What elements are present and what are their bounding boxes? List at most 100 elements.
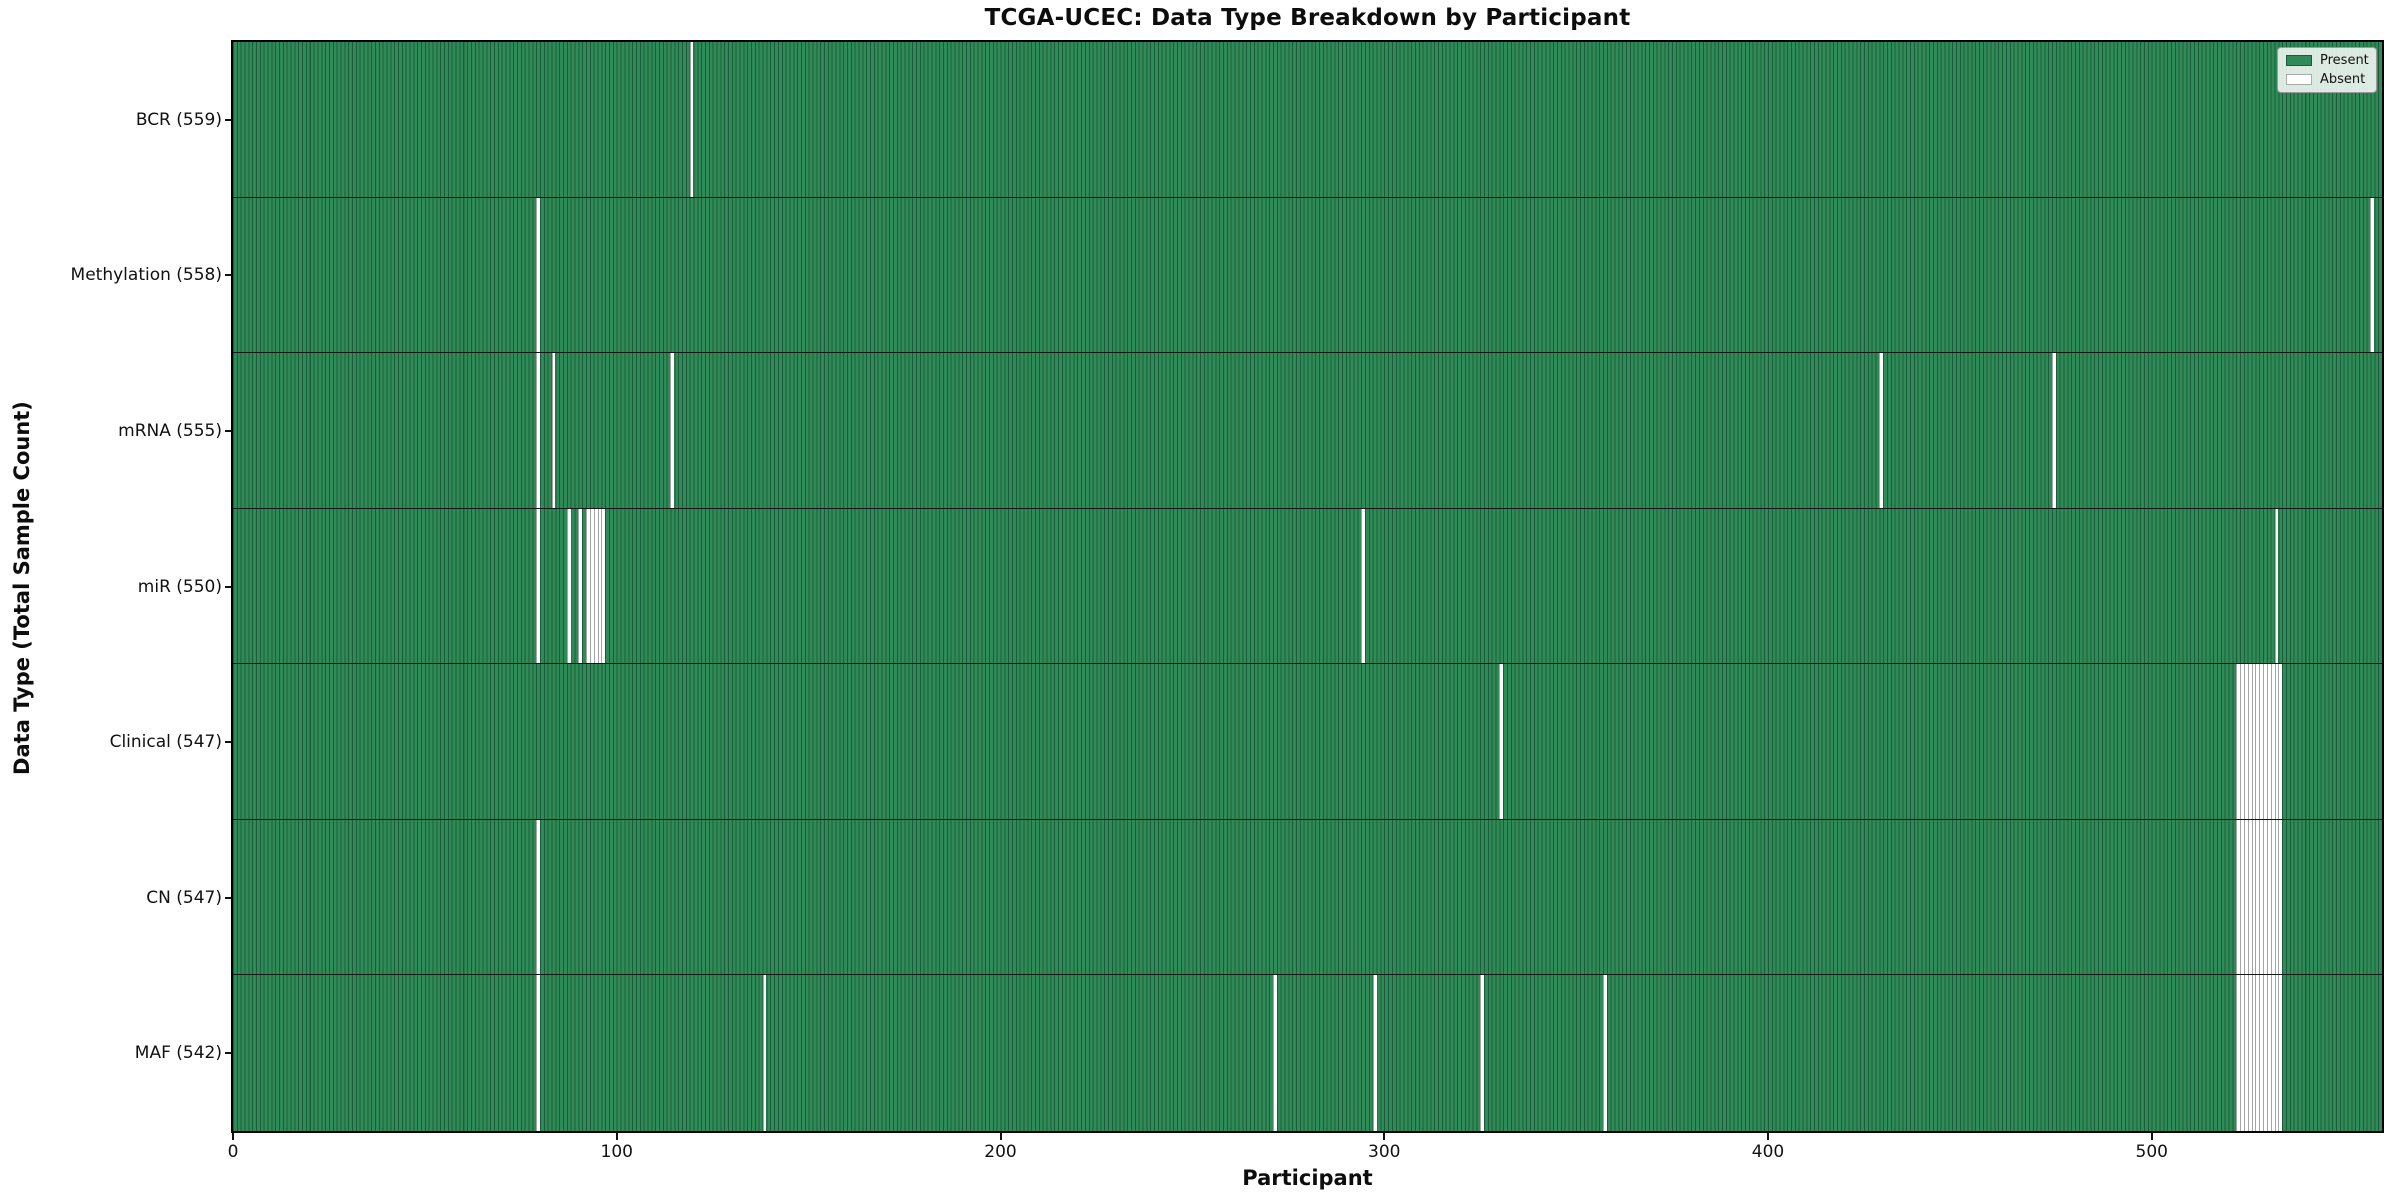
absent-mark	[2278, 819, 2283, 975]
absent-mark	[2251, 819, 2256, 975]
absent-mark	[2278, 664, 2283, 819]
absent-mark	[2236, 819, 2240, 975]
absent-mark	[2270, 819, 2275, 975]
absent-mark	[566, 508, 571, 664]
y-tick-mark	[225, 585, 232, 588]
absent-mark	[2251, 664, 2256, 819]
absent-mark	[762, 975, 767, 1131]
absent-mark	[2255, 664, 2260, 819]
x-tick-label: 200	[984, 1142, 1017, 1162]
y-tick-label: miR (550)	[137, 576, 222, 597]
absent-mark	[2051, 353, 2056, 508]
legend-label-present: Present	[2320, 53, 2369, 68]
absent-mark	[536, 353, 540, 508]
x-tick-label: 100	[600, 1142, 633, 1162]
row-clinical	[233, 664, 2382, 820]
x-axis-label: Participant	[1242, 1166, 1373, 1190]
absent-mark	[589, 508, 594, 664]
absent-mark	[1480, 975, 1485, 1131]
absent-mark	[2255, 975, 2260, 1131]
absent-mark	[2263, 819, 2267, 975]
y-tick-label: Methylation (558)	[70, 265, 222, 286]
row-methylation	[233, 197, 2382, 354]
absent-mark	[536, 975, 540, 1131]
x-tick-mark	[2150, 1132, 2153, 1140]
row-maf	[233, 975, 2382, 1131]
row-bcr	[233, 42, 2382, 198]
absent-mark	[2370, 197, 2375, 353]
absent-mark	[2243, 819, 2248, 975]
legend-label-absent: Absent	[2320, 72, 2366, 87]
absent-mark	[1372, 975, 1377, 1131]
absent-mark	[2270, 975, 2275, 1131]
absent-mark	[2274, 819, 2279, 975]
absent-mark	[2243, 664, 2248, 819]
absent-mark	[536, 508, 540, 664]
y-tick-label: BCR (559)	[135, 109, 222, 130]
absent-mark	[2236, 664, 2240, 819]
present-swatch-icon	[2286, 55, 2312, 66]
absent-mark	[2274, 664, 2279, 819]
x-tick-mark	[1383, 1132, 1386, 1140]
absent-mark	[1602, 975, 1607, 1131]
y-tick-mark	[225, 896, 232, 899]
row-mrna	[233, 353, 2382, 509]
absent-mark	[578, 508, 583, 664]
y-tick-mark	[225, 274, 232, 277]
y-tick-label: CN (547)	[146, 887, 222, 908]
absent-mark	[536, 197, 540, 353]
y-tick-mark	[225, 429, 232, 432]
absent-mark	[593, 508, 598, 664]
absent-mark	[2263, 664, 2267, 819]
absent-mark	[2251, 975, 2256, 1131]
x-tick-mark	[615, 1132, 618, 1140]
chart-title: TCGA-UCEC: Data Type Breakdown by Partic…	[984, 5, 1631, 31]
absent-mark	[2274, 508, 2279, 664]
heatmap-plot-area	[233, 42, 2382, 1131]
absent-mark	[2236, 975, 2240, 1131]
absent-mark	[2240, 664, 2244, 819]
legend-entry-present: Present	[2286, 53, 2369, 68]
absent-mark	[2247, 975, 2252, 1131]
absent-mark	[689, 42, 694, 197]
x-tick-mark	[999, 1132, 1002, 1140]
x-tick-mark	[232, 1132, 234, 1140]
absent-mark	[551, 353, 556, 508]
absent-mark	[1361, 508, 1366, 664]
absent-mark	[536, 819, 540, 975]
y-tick-label: mRNA (555)	[118, 420, 222, 441]
y-tick-mark	[225, 118, 232, 121]
absent-mark	[597, 508, 602, 664]
absent-mark	[2259, 819, 2264, 975]
y-tick-label: MAF (542)	[134, 1043, 222, 1064]
absent-mark	[2240, 975, 2244, 1131]
absent-mark	[2263, 975, 2267, 1131]
absent-mark	[670, 353, 675, 508]
x-tick-label: 300	[1368, 1142, 1401, 1162]
absent-mark	[2247, 819, 2252, 975]
absent-mark	[2247, 664, 2252, 819]
absent-mark	[2243, 975, 2248, 1131]
row-cn	[233, 819, 2382, 976]
y-tick-mark	[225, 1052, 232, 1055]
absent-mark	[1272, 975, 1277, 1131]
x-tick-label: 400	[1751, 1142, 1785, 1162]
absent-mark	[601, 508, 606, 664]
absent-mark	[2274, 975, 2279, 1131]
x-tick-label: 500	[2135, 1142, 2168, 1162]
absent-mark	[2255, 819, 2260, 975]
absent-mark	[2266, 975, 2271, 1131]
absent-mark	[2259, 664, 2264, 819]
row-mir	[233, 508, 2382, 665]
x-tick-label: 0	[227, 1142, 239, 1162]
absent-mark	[2278, 975, 2283, 1131]
y-tick-mark	[225, 741, 232, 744]
absent-mark	[2270, 664, 2275, 819]
absent-mark	[586, 508, 590, 664]
absent-mark	[2259, 975, 2264, 1131]
legend: Present Absent	[2277, 47, 2377, 93]
absent-swatch-icon	[2286, 74, 2312, 85]
absent-mark	[1879, 353, 1884, 508]
absent-mark	[2266, 664, 2271, 819]
